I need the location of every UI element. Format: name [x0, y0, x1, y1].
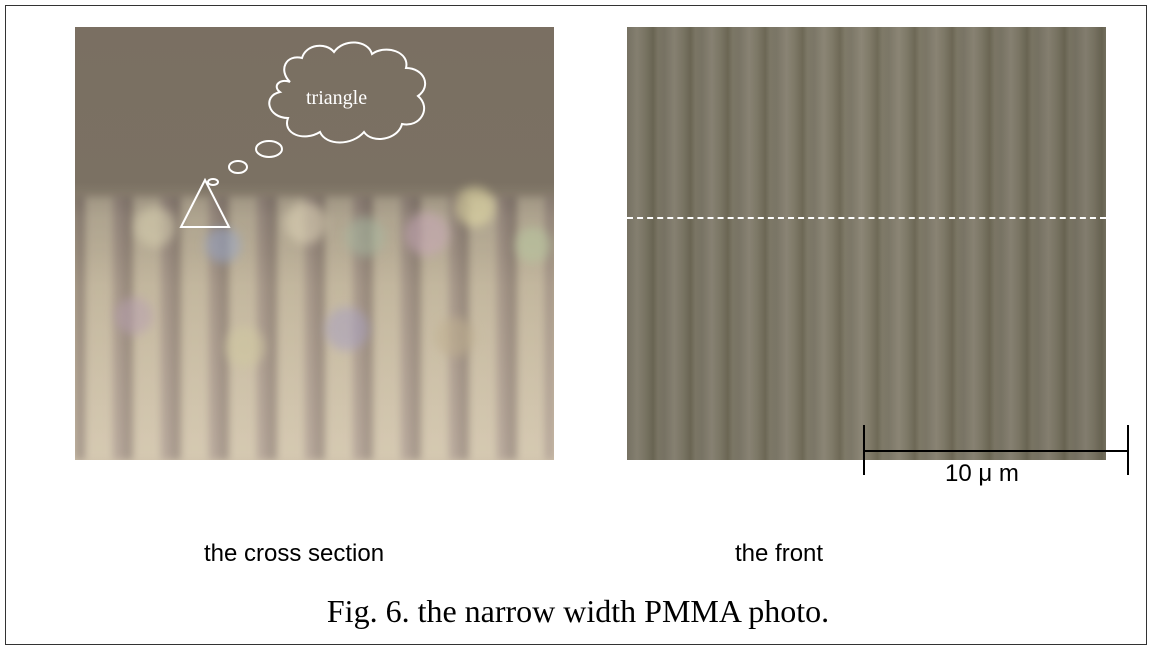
thought-bubble-medium — [228, 160, 248, 174]
dashed-guide-line — [627, 217, 1106, 219]
thought-cloud — [268, 41, 427, 144]
scale-bar — [864, 450, 1128, 452]
cross-section-label: the cross section — [204, 540, 385, 567]
sparkle — [285, 202, 327, 244]
front-photo — [627, 27, 1106, 460]
callout-text: triangle — [306, 87, 367, 109]
front-photo-shade — [627, 27, 1106, 460]
sparkle — [205, 227, 241, 263]
triangle-marker — [179, 177, 231, 228]
thought-bubble-small — [207, 178, 219, 186]
sparkle — [325, 307, 369, 351]
thought-bubble-large — [255, 140, 283, 158]
sparkle — [115, 297, 153, 335]
sparkle — [345, 217, 385, 257]
figure-caption: Fig. 6. the narrow width PMMA photo. — [326, 593, 830, 629]
sparkle — [135, 207, 175, 247]
scale-bar-label: 10 μ m — [945, 460, 1019, 487]
front-label: the front — [735, 540, 824, 567]
sparkle — [435, 317, 475, 357]
cross-section-photo — [75, 27, 554, 460]
sparkle — [225, 327, 265, 367]
sparkle — [515, 227, 551, 263]
sparkle — [455, 187, 495, 227]
scale-bar-right-tick — [1127, 425, 1129, 475]
sparkle — [405, 212, 449, 256]
